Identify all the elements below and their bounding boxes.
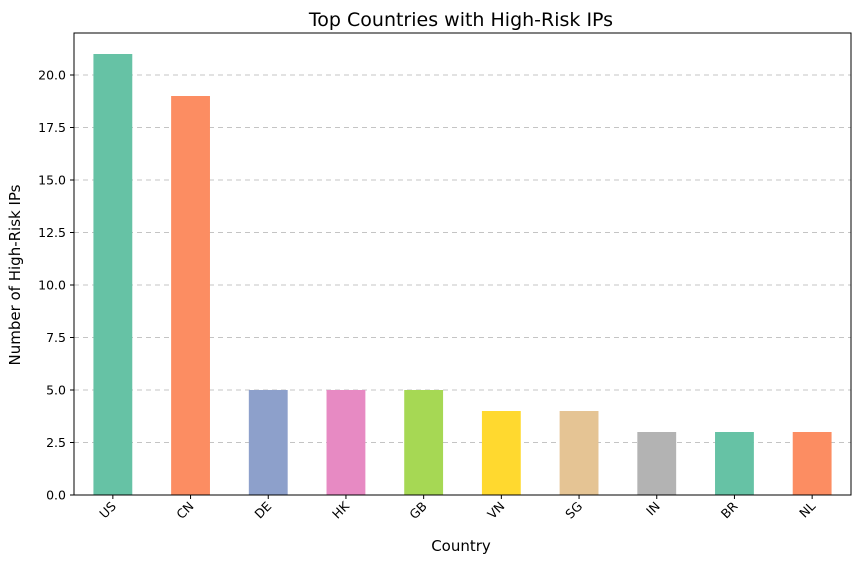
x-tick-label-us: US [96,498,119,521]
x-tick-label-in: IN [643,499,663,519]
x-tick-label-hk: HK [329,498,353,522]
y-axis-ticks: 0.0 2.5 5.0 7.5 10.0 12.5 15.0 17.5 20.0 [38,68,74,503]
bar-nl [792,432,832,495]
x-tick-label-nl: NL [796,498,818,520]
y-tick-label: 20.0 [38,68,66,83]
x-axis-label: Country [431,537,491,555]
bar-sg [559,411,599,495]
x-tick-label-br: BR [718,498,741,521]
y-tick-label: 12.5 [38,225,66,240]
x-tick-label-de: DE [251,498,274,521]
bar-cn [171,96,210,495]
bar-vn [481,411,521,495]
y-tick-label: 10.0 [38,278,66,293]
y-tick-label: 5.0 [46,383,66,398]
x-tick-label-cn: CN [173,499,196,522]
bars [93,54,832,495]
bar-us [93,54,133,495]
bar-gb [404,390,444,495]
bar-in [637,432,677,495]
bar-hk [326,390,366,495]
y-tick-label: 7.5 [46,330,66,345]
x-tick-label-gb: GB [406,499,430,523]
y-tick-label: 17.5 [38,120,66,135]
x-tick-label-sg: SG [562,499,585,522]
bar-br [715,432,754,495]
y-tick-label: 0.0 [46,488,66,503]
y-tick-label: 2.5 [46,435,66,450]
chart-title: Top Countries with High-Risk IPs [308,9,613,31]
plot-frame [73,32,852,496]
y-axis-label: Number of High-Risk IPs [6,184,24,365]
bar-de [248,390,288,495]
x-axis-ticks: US CN DE HK GB VN SG IN BR NL [96,495,818,522]
x-tick-label-vn: VN [484,499,507,522]
y-tick-label: 15.0 [38,173,66,188]
